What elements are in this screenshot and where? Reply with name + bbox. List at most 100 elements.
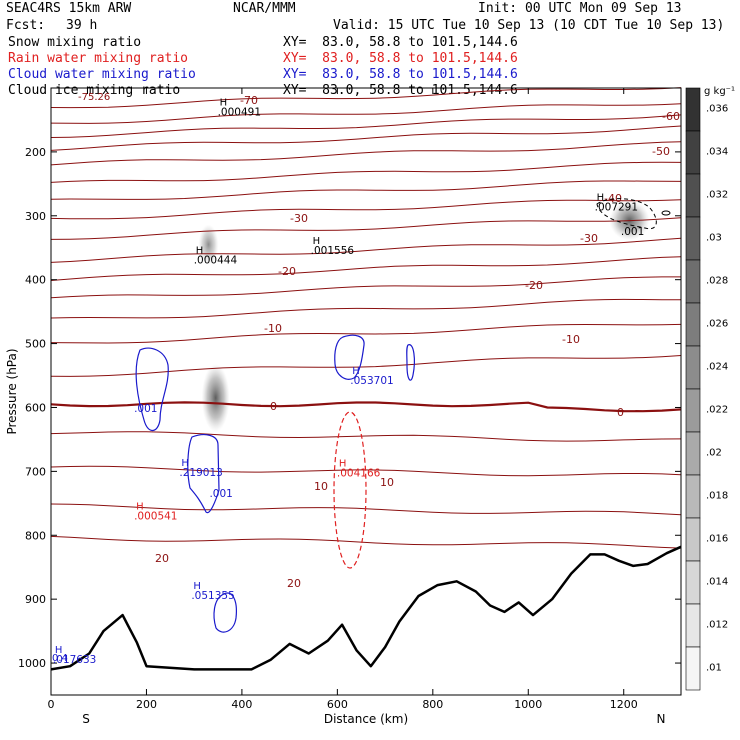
cloud-water-contour <box>187 434 220 514</box>
legend-xy: XY= 83.0, 58.8 to 101.5,144.6 <box>283 67 518 82</box>
isotherm-line <box>50 256 682 281</box>
maximum-marker: H <box>181 458 189 469</box>
maximum-value: .001556 <box>311 245 355 257</box>
x-end-label-right: N <box>657 712 666 726</box>
maximum-value: .219013 <box>179 467 222 479</box>
maximum-value: .051355 <box>191 590 234 602</box>
y-tick-label: 200 <box>25 146 46 159</box>
isotherm-line <box>50 114 682 138</box>
x-tick-label: 400 <box>231 698 252 711</box>
y-tick-label: 300 <box>25 210 46 223</box>
cloud-water-contour <box>334 334 365 380</box>
maximum-marker: H <box>193 581 201 592</box>
maximum-marker: H <box>597 193 605 204</box>
y-tick-label: 800 <box>25 529 46 542</box>
init-time: Init: 00 UTC Mon 09 Sep 13 <box>478 1 682 16</box>
maximum-marker: H <box>196 246 204 257</box>
corner-value: 0.4 <box>52 653 68 664</box>
colorbar-tick-label: .016 <box>706 534 728 545</box>
colorbar-swatch <box>685 259 701 304</box>
isotherm-line <box>50 217 682 240</box>
colorbar-swatch <box>685 216 701 261</box>
isotherm-label: -30 <box>580 232 598 245</box>
colorbar-swatch <box>685 87 701 132</box>
maximum-value: .001 <box>134 403 157 415</box>
isotherm-line <box>50 199 682 220</box>
colorbar-swatch <box>685 431 701 476</box>
colorbar-swatch <box>685 560 701 605</box>
isotherm-line <box>50 535 682 549</box>
colorbar-swatch <box>685 388 701 433</box>
colorbar-tick-label: .022 <box>706 405 728 416</box>
maximum-value: .000444 <box>194 255 238 267</box>
isotherm-label: 10 <box>314 480 328 493</box>
colorbar-swatch <box>685 345 701 390</box>
valid-time: Valid: 15 UTC Tue 10 Sep 13 (10 CDT Tue … <box>333 18 725 33</box>
plot-frame <box>50 87 682 696</box>
colorbar-swatch <box>685 173 701 218</box>
isotherm-line <box>50 141 682 166</box>
isotherm-line <box>50 125 682 151</box>
maximum-value: .007291 <box>595 202 638 214</box>
maximum-marker: H <box>313 236 321 247</box>
y-tick-label: 500 <box>25 338 46 351</box>
colorbar-tick-label: .014 <box>706 577 728 588</box>
colorbar-tick-label: .03 <box>706 233 722 244</box>
forecast-label: Fcst: <box>6 18 46 33</box>
legend-label: Snow mixing ratio <box>8 35 142 50</box>
mixing-ratio-shade <box>201 363 230 432</box>
x-tick-label: 800 <box>422 698 443 711</box>
colorbar-tick-label: .01 <box>706 663 722 674</box>
isotherm-label: -10 <box>264 322 282 335</box>
colorbar-tick-label: .024 <box>706 362 728 373</box>
colorbar-swatch <box>685 517 701 562</box>
colorbar-swatch <box>685 130 701 175</box>
maximum-marker: H <box>339 458 347 469</box>
colorbar-tick-label: .026 <box>706 319 728 330</box>
isotherm-label: 20 <box>155 552 169 565</box>
snow-contour <box>661 210 671 216</box>
isotherm-label: -10 <box>562 333 580 346</box>
maximum-value: .001 <box>621 226 644 238</box>
rain-contour <box>333 411 367 569</box>
colorbar-swatch <box>685 302 701 347</box>
isotherm-line <box>50 276 681 299</box>
isotherm-line <box>50 355 682 377</box>
isotherm-label: -20 <box>525 279 543 292</box>
snow-contour <box>596 198 657 230</box>
colorbar-swatch <box>685 474 701 519</box>
maximum-value: .053701 <box>350 375 393 387</box>
colorbar-tick-label: .028 <box>706 276 728 287</box>
isotherm-label: 0 <box>617 406 624 419</box>
maximum-marker: H <box>352 366 360 377</box>
x-tick-label: 600 <box>327 698 348 711</box>
cloud-water-contour <box>213 592 237 633</box>
isotherm-line <box>50 237 682 263</box>
legend-xy: XY= 83.0, 58.8 to 101.5,144.6 <box>283 51 518 66</box>
isotherm-label: -30 <box>290 212 308 225</box>
y-tick-label: 700 <box>25 465 46 478</box>
isotherm-line <box>50 161 682 183</box>
colorbar-tick-label: .02 <box>706 448 722 459</box>
mixing-ratio-shade <box>198 224 219 265</box>
forecast-hours: 39 h <box>66 18 98 33</box>
cloud-water-contour <box>135 347 169 432</box>
colorbar-tick-label: .032 <box>706 190 728 201</box>
x-tick-label: 0 <box>48 698 55 711</box>
legend-label: Cloud water mixing ratio <box>8 67 196 82</box>
maximum-value: .000541 <box>134 510 177 522</box>
cloud-water-contour <box>406 344 415 381</box>
colorbar-tick-label: .018 <box>706 491 728 502</box>
isotherm-label: -50 <box>652 145 670 158</box>
isotherm-label: 20 <box>287 577 301 590</box>
y-axis-title: Pressure (hPa) <box>5 348 19 434</box>
maximum-marker: H <box>220 97 228 108</box>
maximum-marker: H <box>136 501 144 512</box>
isotherm-line <box>50 180 682 200</box>
colorbar-tick-label: .034 <box>706 147 728 158</box>
x-tick-label: 1200 <box>610 698 638 711</box>
isotherm-line <box>50 87 682 109</box>
legend-label: Cloud ice mixing ratio <box>8 83 181 98</box>
colorbar-swatch <box>685 603 701 648</box>
